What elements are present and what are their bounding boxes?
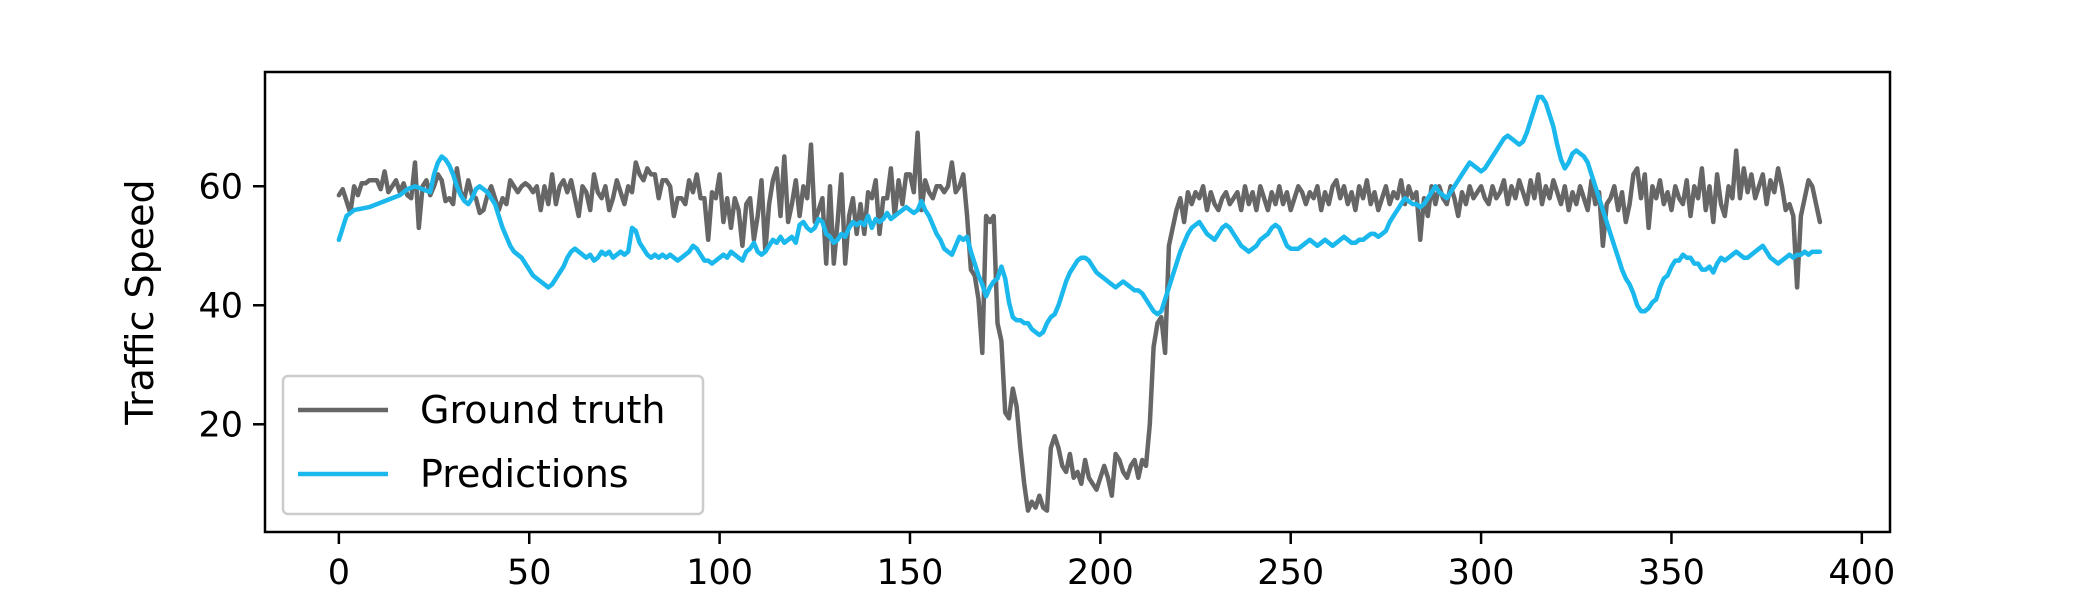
legend-label-predictions: Predictions — [420, 452, 629, 496]
y-tick-label: 60 — [198, 167, 243, 207]
x-tick-label: 250 — [1257, 553, 1324, 593]
y-axis: 20 40 60 — [198, 167, 265, 445]
x-tick-label: 50 — [507, 553, 552, 593]
series-line-ground-truth — [336, 130, 1823, 513]
x-tick-label: 200 — [1067, 553, 1134, 593]
y-tick-label: 20 — [198, 405, 243, 445]
y-axis-label: Traffic Speed — [118, 179, 162, 425]
x-tick-label: 150 — [877, 553, 944, 593]
x-tick-label: 0 — [328, 553, 350, 593]
x-tick-label: 300 — [1448, 553, 1515, 593]
x-axis: 0 50 100 150 200 250 300 350 400 — [328, 532, 1895, 593]
x-tick-label: 100 — [686, 553, 753, 593]
series-layer — [336, 94, 1823, 513]
y-tick-label: 40 — [198, 286, 243, 326]
legend-label-ground-truth: Ground truth — [420, 388, 665, 432]
legend: Ground truth Predictions — [281, 374, 705, 516]
x-tick-label: 350 — [1638, 553, 1705, 593]
plot-frame — [263, 70, 1892, 534]
x-tick-label: 400 — [1828, 553, 1895, 593]
series-line-predictions — [336, 94, 1823, 338]
